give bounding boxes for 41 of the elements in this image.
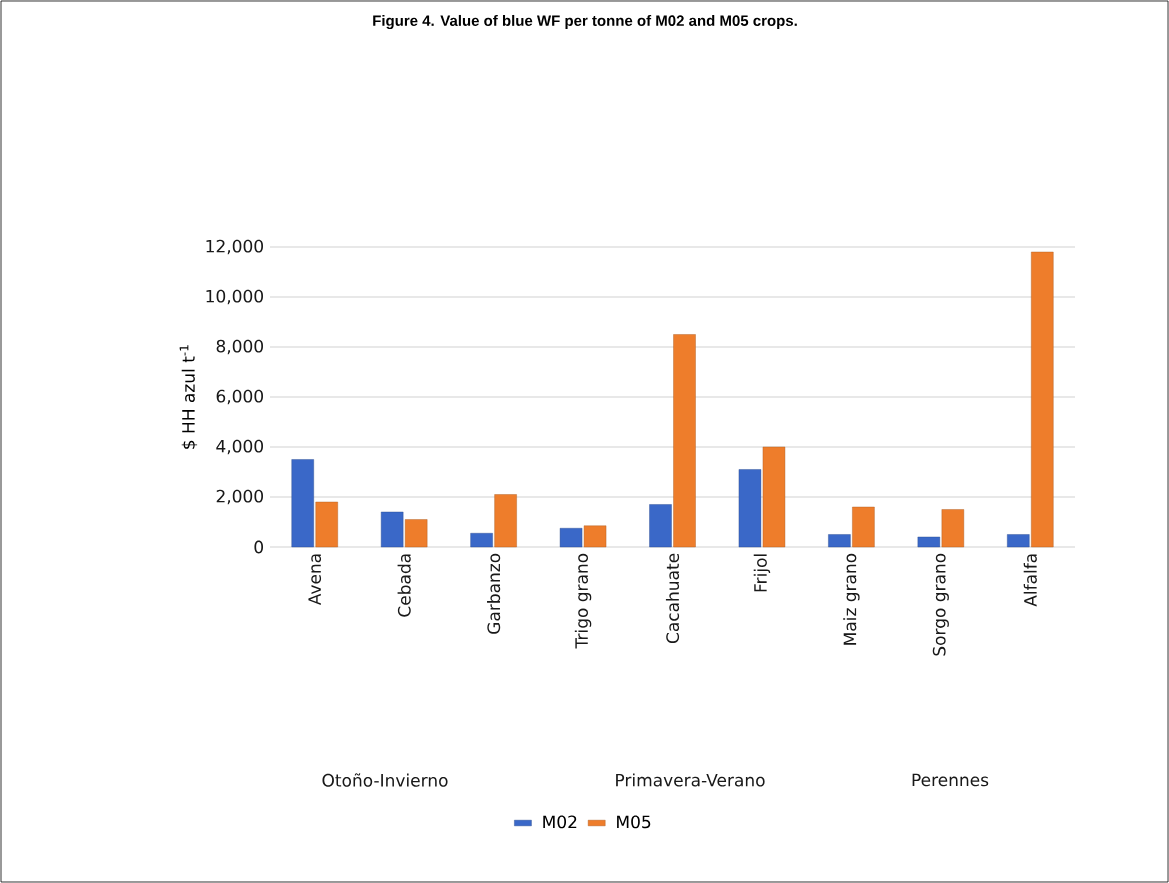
x-tick-label: Avena: [308, 554, 322, 606]
x-tick-label: Sorgo grano: [932, 553, 949, 656]
bar: [1007, 534, 1030, 548]
text: Perennes: [912, 773, 989, 787]
bar: [404, 519, 428, 548]
bar: [649, 504, 672, 548]
x-tick-label: Frijol: [753, 554, 771, 592]
bar: [738, 469, 762, 548]
y-tick-label: 2,000: [216, 489, 263, 505]
y-axis-title: $ HH azul t$^{-1}$: [179, 345, 198, 449]
bar: [852, 506, 875, 548]
y-tick-label: 6,000: [216, 389, 263, 405]
bar: [762, 446, 786, 548]
text: Otoño-Invierno: [322, 773, 448, 787]
bar: [470, 533, 493, 548]
x-tick-label: Cacahuate: [665, 553, 680, 644]
bar: [380, 511, 404, 548]
legend-label: M05: [617, 815, 651, 829]
chart-title: Figure 4. Value of blue WF per tonne of M02 and M05 crops.: [373, 14, 797, 30]
bar: [291, 459, 314, 548]
bar: [673, 334, 696, 548]
x-tick-label: Alfalfa: [1023, 554, 1037, 607]
y-tick-label: 12,000: [206, 239, 263, 255]
x-tick-label: Maiz grano: [843, 553, 860, 645]
y-tick-label: 0: [254, 540, 264, 554]
legend-label: M02: [543, 815, 577, 829]
bar: [583, 525, 607, 548]
bar: [315, 501, 338, 548]
y-tick-label: 10,000: [206, 289, 263, 305]
bar: [917, 536, 941, 548]
bar: [494, 494, 517, 548]
x-tick-label: Trigo grano: [574, 553, 592, 649]
text: Primavera-Verano: [616, 773, 765, 787]
x-tick-label: Cebada: [397, 554, 411, 617]
bar: [1031, 251, 1054, 548]
y-tick-label: 8,000: [216, 339, 263, 355]
bar: [828, 534, 851, 548]
y-tick-label: 4,000: [216, 439, 263, 455]
x-tick-label: Garbanzo: [487, 553, 501, 634]
bar: [941, 509, 965, 548]
bar: [559, 528, 583, 548]
